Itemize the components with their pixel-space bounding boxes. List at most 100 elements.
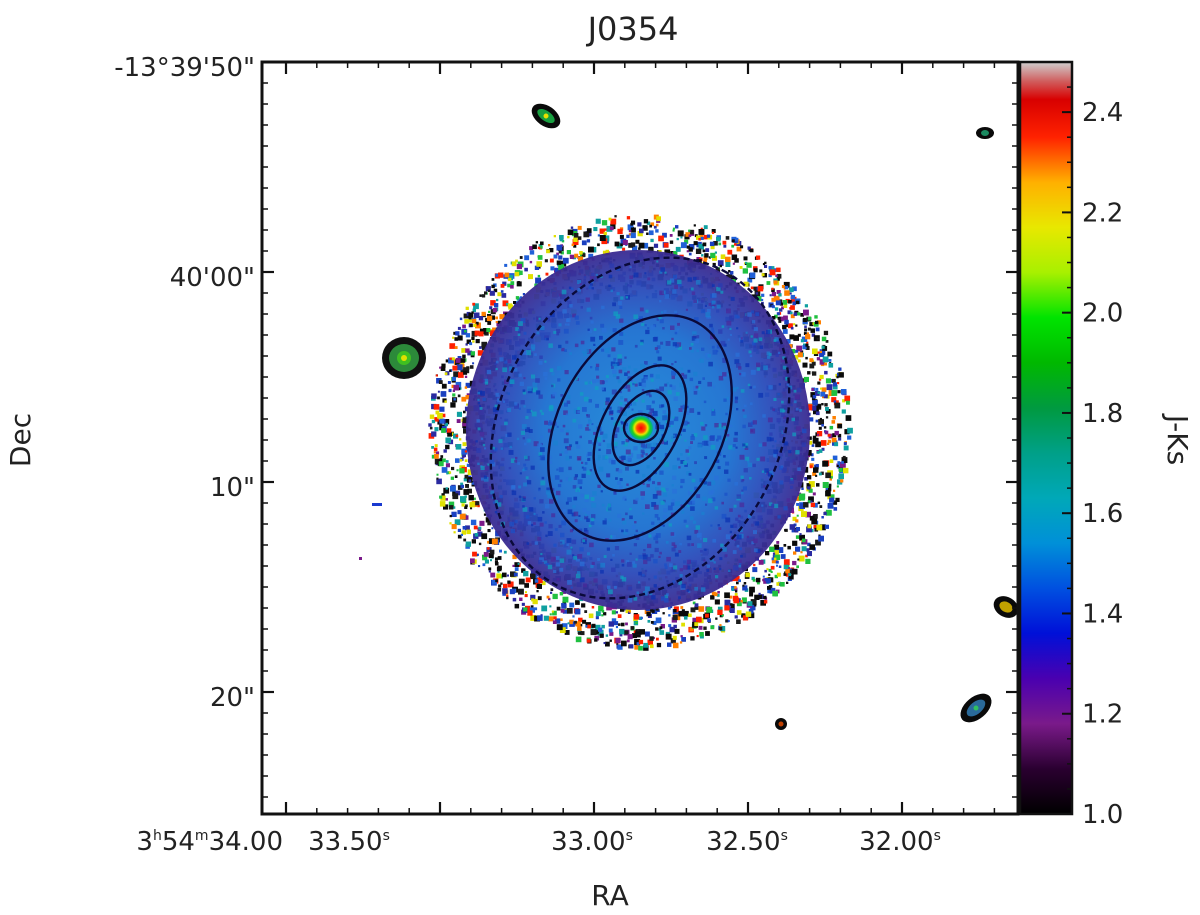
halo-pixel	[572, 615, 575, 618]
halo-pixel	[477, 531, 483, 537]
disk-pixel	[742, 443, 746, 447]
halo-pixel	[601, 614, 604, 617]
disk-pixel	[483, 378, 489, 384]
halo-pixel	[548, 616, 554, 622]
halo-pixel	[629, 644, 634, 649]
halo-pixel	[556, 260, 562, 265]
halo-pixel	[611, 610, 616, 615]
disk-pixel	[700, 421, 704, 426]
disk-pixel	[701, 511, 705, 515]
disk-pixel	[664, 563, 667, 567]
halo-pixel	[747, 277, 753, 283]
halo-pixel	[436, 378, 442, 384]
halo-pixel	[609, 631, 614, 636]
disk-pixel	[582, 539, 586, 543]
halo-pixel	[804, 328, 808, 332]
halo-pixel	[471, 318, 477, 324]
disk-pixel	[643, 559, 648, 565]
disk-pixel	[602, 520, 607, 525]
source-top-right	[976, 127, 994, 139]
halo-pixel	[438, 461, 444, 467]
disk-pixel	[639, 307, 644, 312]
disk-pixel	[621, 518, 625, 521]
halo-pixel	[601, 610, 605, 613]
disk-pixel	[602, 387, 606, 392]
disk-pixel	[778, 465, 784, 470]
disk-pixel	[700, 550, 703, 553]
halo-pixel	[709, 241, 715, 247]
disk-pixel	[794, 394, 800, 400]
halo-pixel	[694, 622, 699, 627]
disk-pixel	[662, 492, 668, 497]
halo-pixel	[703, 225, 708, 230]
disk-pixel	[701, 347, 705, 351]
disk-pixel	[624, 372, 628, 376]
disk-pixel	[539, 557, 544, 562]
disk-pixel	[726, 308, 731, 314]
disk-pixel	[758, 392, 764, 398]
disk-pixel	[735, 446, 738, 449]
disk-pixel	[567, 323, 570, 326]
disk-pixel	[720, 340, 726, 346]
halo-pixel	[534, 607, 538, 611]
halo-pixel	[799, 493, 806, 500]
halo-pixel	[810, 328, 815, 333]
halo-pixel	[549, 613, 552, 616]
halo-pixel	[698, 625, 703, 630]
disk-pixel	[699, 478, 704, 482]
halo-pixel	[825, 416, 829, 419]
disk-pixel	[590, 521, 595, 525]
disk-pixel	[723, 398, 727, 402]
disk-pixel	[626, 384, 631, 389]
halo-pixel	[823, 330, 829, 336]
halo-pixel	[807, 475, 812, 480]
disk-pixel	[597, 484, 601, 488]
disk-pixel	[659, 394, 665, 399]
disk-pixel	[646, 465, 650, 469]
disk-pixel	[695, 385, 699, 389]
halo-pixel	[725, 274, 729, 278]
halo-pixel	[445, 460, 449, 463]
disk-pixel	[600, 323, 605, 328]
disk-pixel	[614, 427, 620, 433]
halo-pixel	[824, 370, 828, 375]
disk-pixel	[716, 286, 721, 292]
disk-pixel	[691, 336, 697, 341]
disk-pixel	[660, 267, 665, 272]
disk-pixel	[596, 436, 601, 442]
halo-pixel	[609, 226, 614, 231]
halo-pixel	[630, 222, 634, 226]
halo-pixel	[818, 378, 822, 381]
halo-pixel	[804, 477, 808, 481]
halo-pixel	[775, 560, 779, 564]
disk-pixel	[768, 502, 773, 506]
disk-pixel	[710, 524, 713, 527]
halo-pixel	[471, 311, 474, 314]
halo-pixel	[753, 268, 758, 273]
halo-pixel	[463, 313, 469, 319]
halo-pixel	[530, 594, 536, 600]
disk-pixel	[481, 477, 484, 481]
disk-pixel	[625, 449, 631, 455]
halo-pixel	[503, 583, 508, 589]
halo-pixel	[793, 354, 799, 360]
disk-pixel	[672, 475, 677, 480]
halo-pixel	[586, 228, 592, 233]
disk-pixel	[479, 405, 482, 408]
halo-pixel	[465, 504, 468, 508]
halo-pixel	[457, 510, 462, 515]
halo-pixel	[454, 475, 458, 478]
disk-pixel	[548, 524, 553, 529]
halo-pixel	[440, 391, 447, 397]
halo-pixel	[567, 622, 570, 625]
disk-pixel	[480, 391, 485, 396]
disk-pixel	[670, 532, 675, 536]
halo-pixel	[800, 350, 804, 354]
disk-pixel	[553, 440, 558, 446]
halo-pixel	[502, 572, 507, 578]
halo-pixel	[483, 552, 489, 557]
halo-pixel	[822, 482, 829, 488]
halo-pixel	[597, 243, 600, 247]
halo-pixel	[806, 483, 810, 486]
disk-pixel	[670, 502, 675, 506]
